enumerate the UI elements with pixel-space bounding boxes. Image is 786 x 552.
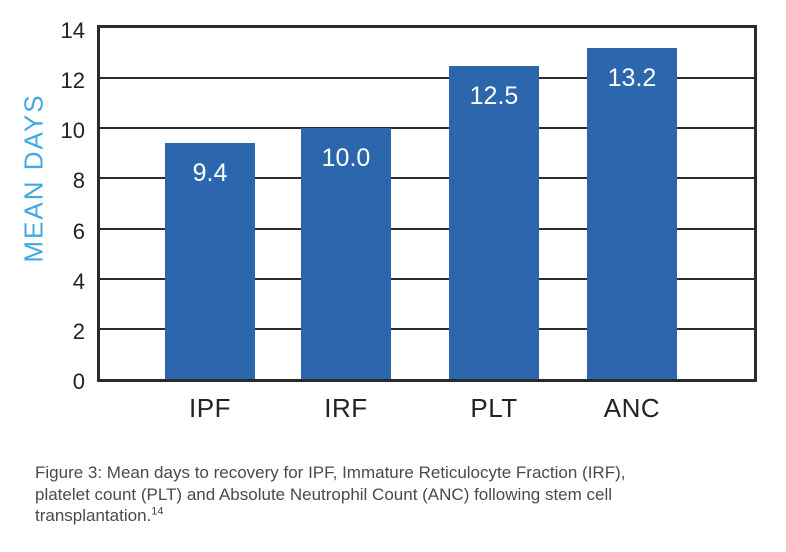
gridline-2 [100, 328, 754, 330]
y-tick-label-2: 2 [72, 318, 85, 344]
caption-line-1: Figure 3: Mean days to recovery for IPF,… [35, 463, 626, 482]
bar-value-label: 13.2 [607, 64, 657, 92]
caption-line-2: platelet count (PLT) and Absolute Neutro… [35, 484, 613, 504]
bar-value-label: 9.4 [192, 159, 228, 187]
gridline-8 [100, 177, 754, 179]
y-tick-label-14: 14 [60, 18, 85, 43]
gridline-4 [100, 278, 754, 280]
y-tick-label-4: 4 [72, 268, 85, 294]
y-tick-label-0: 0 [72, 369, 85, 394]
y-tick-label-12: 12 [60, 68, 85, 94]
y-tick-label-6: 6 [72, 218, 85, 244]
caption-line-3: transplantation.14 [35, 505, 745, 527]
gridline-12 [100, 77, 754, 79]
x-tick-label-plt: PLT [470, 393, 518, 423]
y-tick-label-10: 10 [60, 118, 85, 144]
gridline-6 [100, 228, 754, 230]
x-tick-label-ipf: IPF [189, 393, 231, 423]
bar-plt: 12.5 [449, 66, 539, 379]
caption-text: transplantation. [35, 506, 152, 525]
bar-ipf: 9.4 [165, 143, 255, 379]
plot-area: 9.4 10.0 12.5 13.2 [97, 25, 757, 382]
figure-caption: Figure 3: Mean days to recovery for IPF,… [35, 462, 745, 527]
bar-irf: 10.0 [301, 128, 391, 379]
bar-anc: 13.2 [587, 48, 677, 379]
bar-value-label: 10.0 [321, 144, 371, 172]
y-tick-label-8: 8 [72, 168, 85, 194]
bar-value-label: 12.5 [469, 82, 519, 110]
gridline-10 [100, 127, 754, 129]
x-tick-label-anc: ANC [603, 393, 661, 423]
x-tick-label-irf: IRF [324, 393, 368, 423]
caption-reference-superscript: 14 [151, 505, 164, 518]
